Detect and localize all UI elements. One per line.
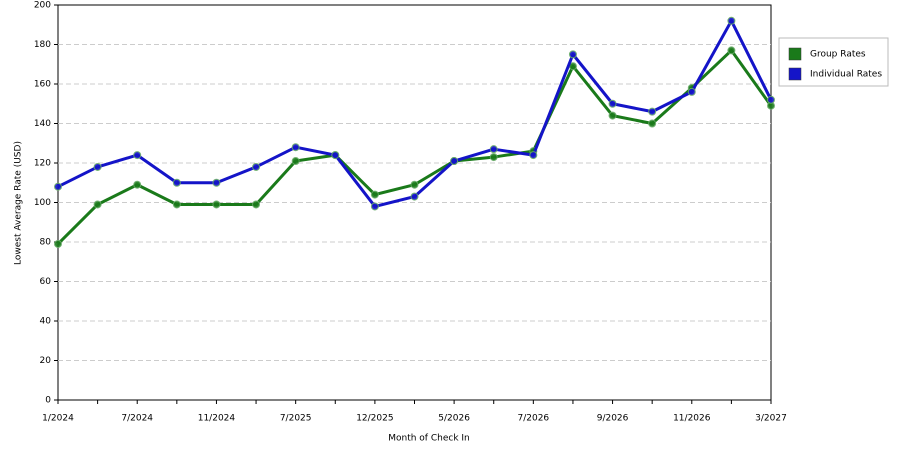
x-tick-label: 7/2026 xyxy=(517,414,549,424)
y-tick-label: 180 xyxy=(34,40,51,50)
x-tick-label: 1/2024 xyxy=(42,414,74,424)
y-tick-label: 40 xyxy=(40,317,52,327)
data-point xyxy=(133,180,142,189)
y-tick-label: 0 xyxy=(45,396,51,406)
x-axis-title: Month of Check In xyxy=(388,434,470,444)
data-point xyxy=(410,180,419,189)
x-tick-label: 3/2027 xyxy=(755,414,787,424)
data-point xyxy=(568,50,577,59)
data-point xyxy=(370,190,379,199)
data-point xyxy=(450,157,459,166)
y-tick-label: 140 xyxy=(34,119,51,129)
data-point xyxy=(93,162,102,171)
x-tick-label: 11/2026 xyxy=(673,414,711,424)
data-point xyxy=(291,157,300,166)
y-tick-label: 100 xyxy=(34,198,51,208)
data-point xyxy=(172,200,181,209)
data-point xyxy=(252,200,261,209)
y-tick-label: 20 xyxy=(40,356,52,366)
legend-label: Individual Rates xyxy=(810,70,882,80)
y-tick-label: 60 xyxy=(40,277,52,287)
data-point xyxy=(648,107,657,116)
legend-swatch xyxy=(788,67,802,81)
data-point xyxy=(727,46,736,55)
data-point xyxy=(370,202,379,211)
x-tick-label: 12/2025 xyxy=(356,414,393,424)
data-point xyxy=(54,182,62,191)
data-point xyxy=(608,99,617,108)
data-point xyxy=(93,200,102,209)
data-point xyxy=(54,239,62,248)
y-tick-label: 160 xyxy=(34,80,51,90)
data-point xyxy=(212,178,221,187)
y-tick-label: 120 xyxy=(34,159,51,169)
data-point xyxy=(172,178,181,187)
x-tick-label: 7/2025 xyxy=(280,414,312,424)
data-point xyxy=(529,151,538,160)
x-tick-label: 7/2024 xyxy=(121,414,153,424)
data-point xyxy=(687,87,696,96)
data-point xyxy=(212,200,221,209)
data-point xyxy=(291,143,300,152)
data-point xyxy=(608,111,617,120)
data-point xyxy=(767,95,775,104)
legend-label: Group Rates xyxy=(810,50,866,60)
y-axis-title: Lowest Average Rate (USD) xyxy=(14,141,24,265)
data-point xyxy=(489,145,498,154)
legend-swatch xyxy=(788,47,802,61)
data-point xyxy=(648,119,657,128)
y-tick-label: 80 xyxy=(40,238,52,248)
data-point xyxy=(133,151,142,160)
y-tick-label: 200 xyxy=(34,1,51,11)
x-tick-label: 5/2026 xyxy=(438,414,470,424)
data-point xyxy=(489,153,498,162)
x-tick-label: 11/2024 xyxy=(198,414,236,424)
data-point xyxy=(331,151,340,160)
x-tick-label: 9/2026 xyxy=(597,414,629,424)
data-point xyxy=(727,16,736,25)
data-point xyxy=(252,162,261,171)
data-point xyxy=(410,192,419,201)
